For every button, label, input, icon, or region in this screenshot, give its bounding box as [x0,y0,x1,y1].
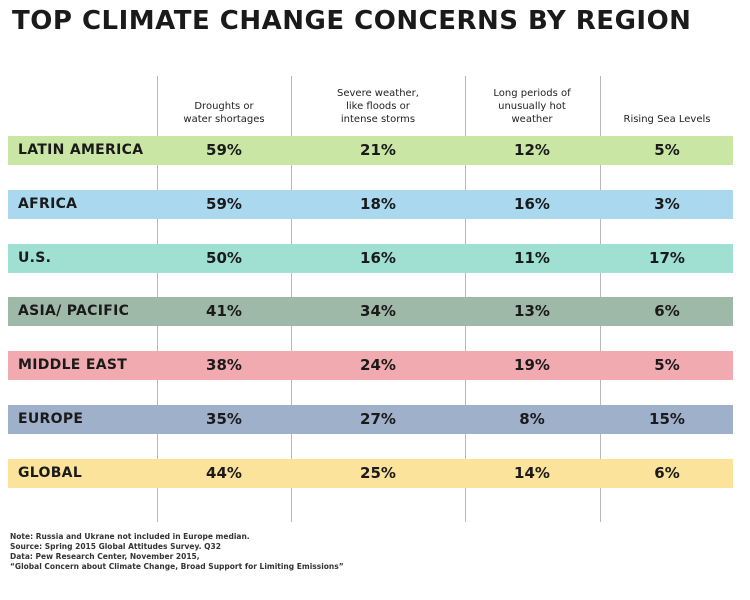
region-label: ASIA/ PACIFIC [18,303,130,319]
value-cell: 24% [360,356,396,374]
column-header: Severe weather, like floods or intense sto… [311,70,445,126]
column-header-line: Droughts or [194,101,254,112]
chart-title: TOP CLIMATE CHANGE CONCERNS BY REGION [12,6,692,36]
column-header-line: water shortages [183,114,265,125]
value-cell: 17% [649,249,685,267]
table-row: EUROPE 35% 27% 8% 15% [8,405,733,434]
column-header: Droughts or water shortages [157,70,291,126]
value-cell: 5% [654,356,680,374]
value-cell: 34% [360,302,396,320]
column-header-line: like floods or [346,101,410,112]
table-row: LATIN AMERICA 59% 21% 12% 5% [8,136,733,165]
table-row: AFRICA 59% 18% 16% 3% [8,190,733,219]
table-row: ASIA/ PACIFIC 41% 34% 13% 6% [8,297,733,326]
value-cell: 14% [514,464,550,482]
column-header: Rising Sea Levels [600,70,734,126]
value-cell: 38% [206,356,242,374]
value-cell: 8% [519,410,545,428]
value-cell: 18% [360,195,396,213]
region-label: MIDDLE EAST [18,357,128,373]
column-header-line: Rising Sea Levels [623,114,711,125]
value-cell: 11% [514,249,550,267]
region-label: U.S. [18,250,52,266]
region-label: GLOBAL [18,465,83,481]
source-notes: Note: Russia and Ukrane not included in … [10,532,344,572]
region-label: LATIN AMERICA [18,142,144,158]
table-row: MIDDLE EAST 38% 24% 19% 5% [8,351,733,380]
value-cell: 50% [206,249,242,267]
column-header-line: Severe weather, [337,88,419,99]
column-header-line: intense storms [340,114,416,125]
value-cell: 5% [654,141,680,159]
note-line: Source: Spring 2015 Global Attitudes Sur… [10,542,221,551]
value-cell: 6% [654,464,680,482]
value-cell: 13% [514,302,550,320]
column-header-line: Long periods of [493,88,571,99]
value-cell: 6% [654,302,680,320]
note-line: Note: Russia and Ukrane not included in … [10,532,250,541]
value-cell: 35% [206,410,242,428]
value-cell: 59% [206,195,242,213]
value-cell: 21% [360,141,396,159]
table-row: U.S. 50% 16% 11% 17% [8,244,733,273]
column-header-line: weather [511,114,553,125]
value-cell: 12% [514,141,550,159]
value-cell: 16% [514,195,550,213]
column-header-line: unusually hot [498,101,566,112]
value-cell: 16% [360,249,396,267]
note-line: “Global Concern about Climate Change, Br… [10,562,344,571]
column-header: Long periods of unusually hot weather [465,70,599,126]
value-cell: 3% [654,195,680,213]
value-cell: 19% [514,356,550,374]
value-cell: 25% [360,464,396,482]
value-cell: 27% [360,410,396,428]
value-cell: 59% [206,141,242,159]
table-row: GLOBAL 44% 25% 14% 6% [8,459,733,488]
region-label: EUROPE [18,411,84,427]
value-cell: 41% [206,302,242,320]
region-label: AFRICA [18,196,78,212]
note-line: Data: Pew Research Center, November 2015… [10,552,200,561]
value-cell: 15% [649,410,685,428]
value-cell: 44% [206,464,242,482]
